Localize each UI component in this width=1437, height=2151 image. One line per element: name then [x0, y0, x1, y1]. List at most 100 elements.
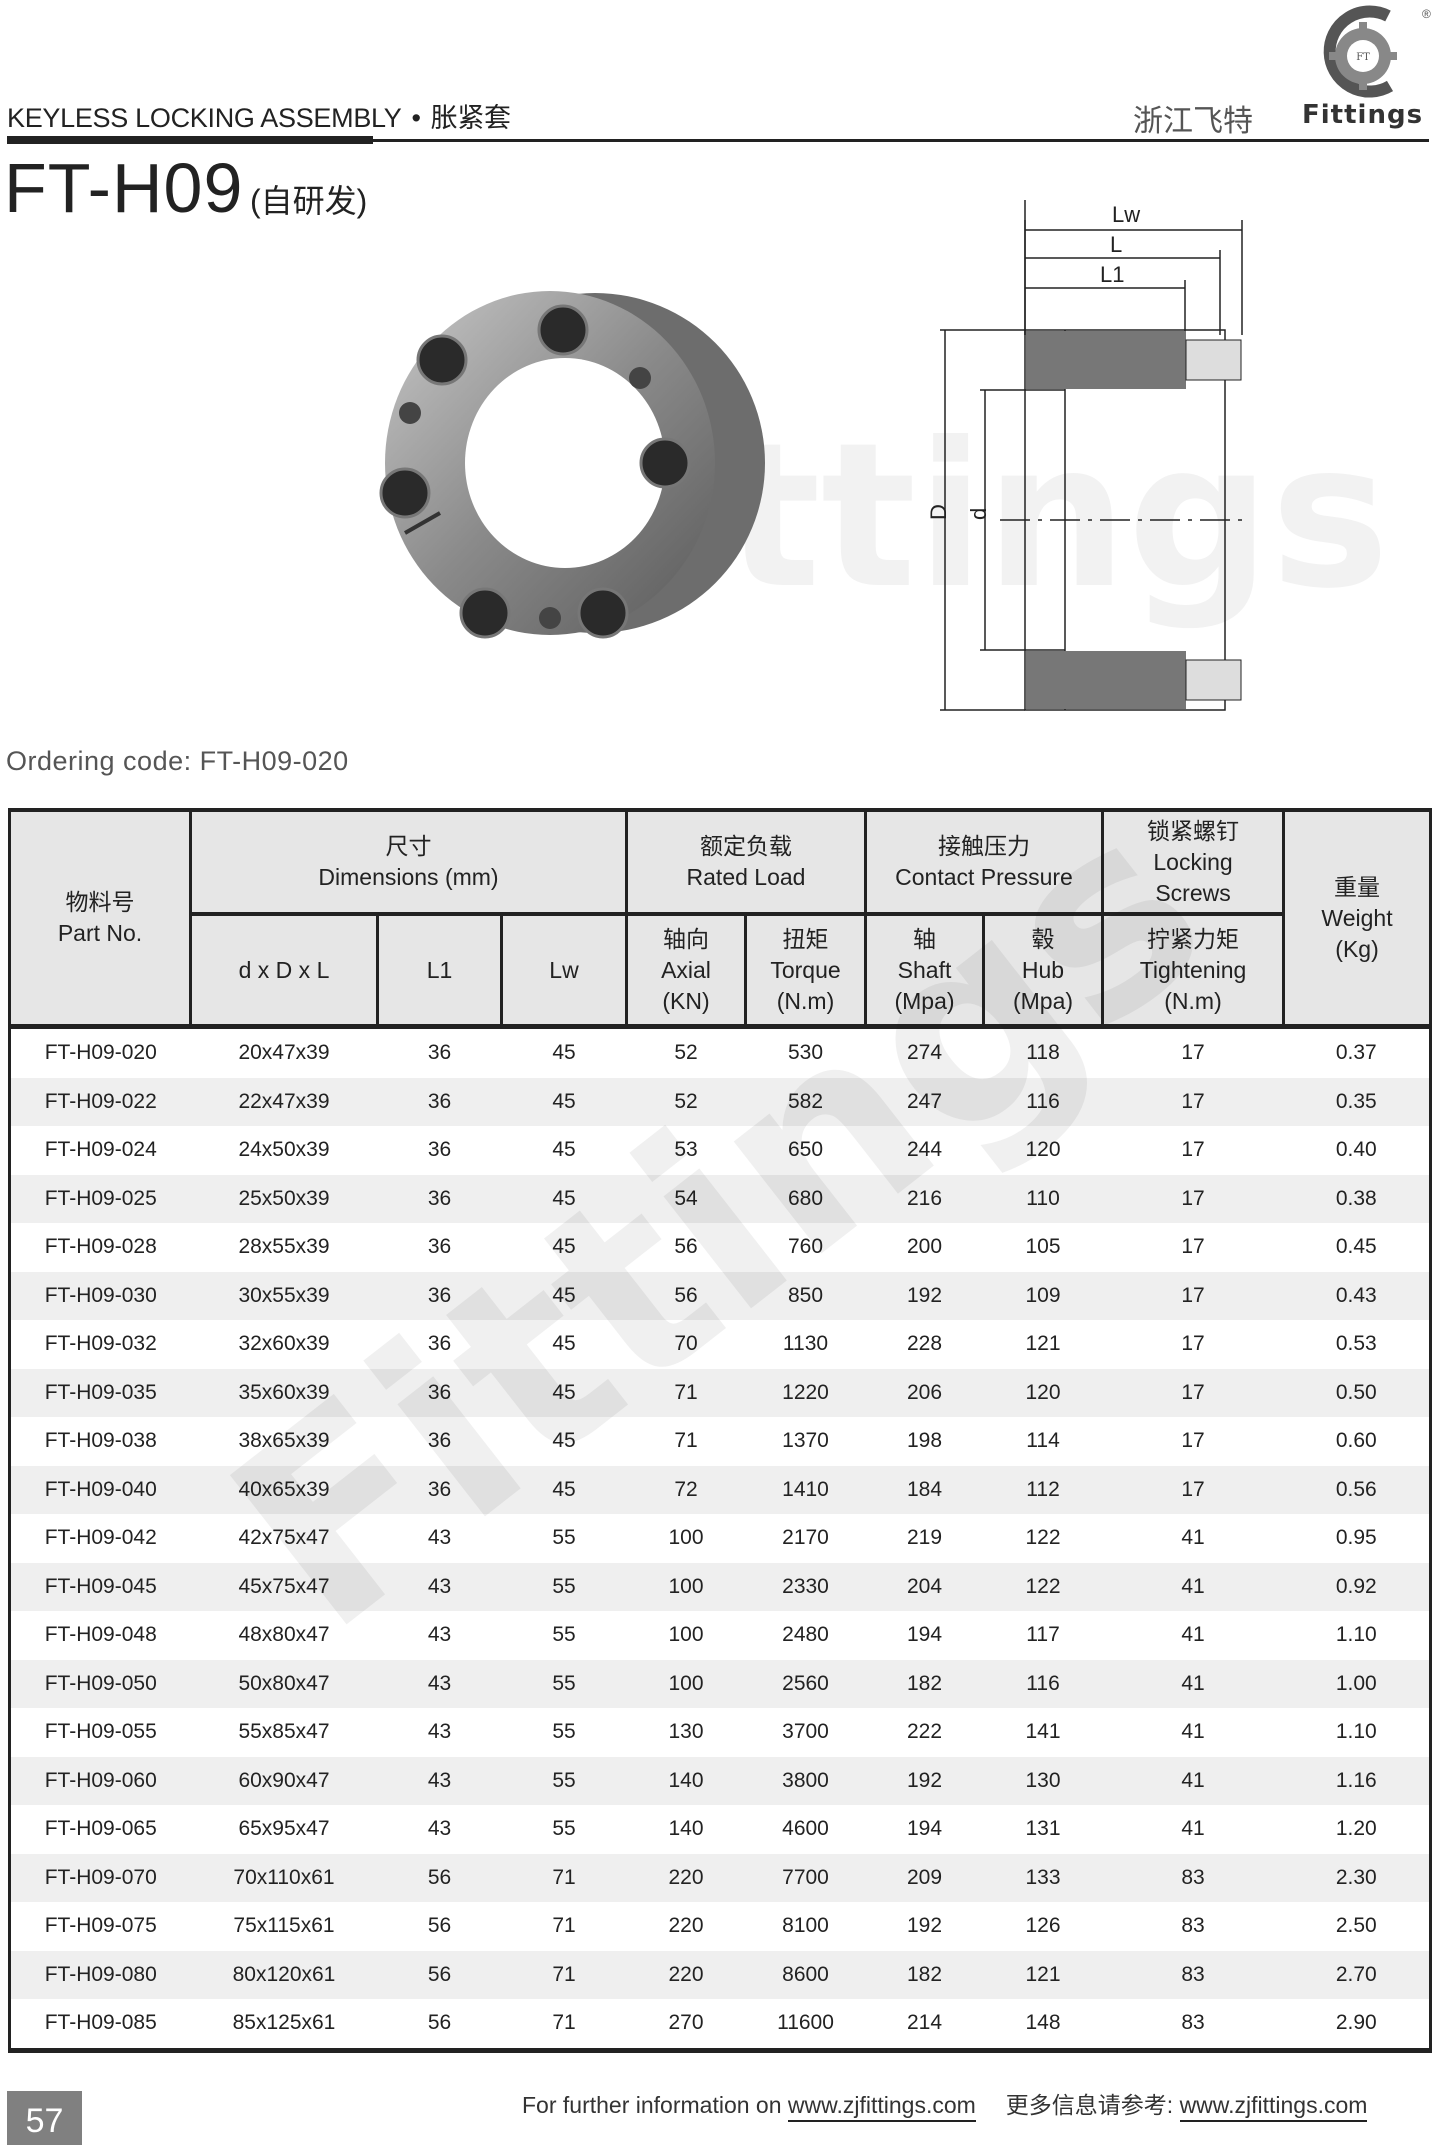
cell-weight: 1.10	[1335, 1720, 1377, 1744]
cell-dxDxL: 35x60x39	[190, 1368, 378, 1417]
cell-dxDxL: 60x90x47	[190, 1756, 378, 1805]
table-row: FT-H09-040 40x65x39 36 45 72 1410 184 112 17 0.56	[9, 1465, 1431, 1514]
cell-dxDxL: 32x60x39	[238, 1332, 330, 1356]
cell-lw: 55	[552, 1720, 576, 1744]
label-lw: Lw	[1112, 202, 1140, 227]
cell-tightening: 17	[1181, 1235, 1205, 1259]
header-l1: L1	[377, 914, 503, 1027]
category-en: KEYLESS LOCKING ASSEMBLY	[7, 103, 402, 133]
cell-axial: 220	[626, 1853, 746, 1902]
cell-lw: 45	[552, 1235, 576, 1259]
cell-hub: 120	[1025, 1138, 1061, 1162]
cell-hub: 148	[1025, 2011, 1061, 2035]
cell-lw: 71	[501, 1950, 627, 1999]
cell-part-no: FT-H09-020	[44, 1041, 157, 1065]
cell-dxDxL: 85x125x61	[232, 2011, 336, 2035]
category-cn: 胀紧套	[430, 103, 511, 133]
spec-table: 物料号 Part No. 尺寸 Dimensions (mm) 额定负载 Rated …	[8, 808, 1433, 2053]
product-title: FT-H09	[4, 149, 244, 227]
header-axial: 轴向 Axial (KN)	[626, 914, 747, 1027]
cell-dxDxL: 38x65x39	[238, 1429, 330, 1453]
cell-part-no: FT-H09-042	[44, 1526, 157, 1550]
cell-dxDxL: 28x55x39	[238, 1235, 330, 1259]
cell-lw: 45	[501, 1077, 627, 1126]
cell-hub: 141	[1025, 1720, 1061, 1744]
header-shaft: 轴 Shaft (Mpa)	[865, 914, 985, 1027]
table-row: FT-H09-080 80x120x61 56 71 220 8600 182 121 83 2.…	[9, 1950, 1431, 1999]
cell-l1: 36	[427, 1235, 452, 1259]
header-rated-load: 额定负载 Rated Load	[626, 810, 867, 916]
cell-axial: 56	[626, 1271, 746, 1320]
table-row: FT-H09-032 32x60x39 36 45 70 1130 228 121 17 0.53	[10, 1320, 1431, 1369]
registered-mark: ®	[1422, 7, 1431, 21]
cell-axial: 130	[668, 1720, 704, 1744]
cell-shaft: 184	[865, 1465, 984, 1514]
header-contact-pressure: 接触压力 Contact Pressure	[865, 810, 1105, 916]
cell-dxDxL: 22x47x39	[190, 1077, 378, 1126]
website-link[interactable]: www.zjfittings.com	[787, 2092, 976, 2122]
cell-l1: 43	[427, 1817, 452, 1841]
cell-torque: 7700	[745, 1853, 866, 1902]
cell-dxDxL: 30x55x39	[190, 1271, 378, 1320]
website-link-cn[interactable]: www.zjfittings.com	[1179, 2092, 1368, 2122]
cell-part-no: FT-H09-055	[44, 1720, 157, 1744]
cell-torque: 760	[787, 1235, 824, 1259]
cell-dxDxL: 42x75x47	[238, 1526, 330, 1550]
cell-hub: 118	[1026, 1041, 1060, 1065]
cell-torque: 582	[745, 1077, 866, 1126]
cell-part-no: FT-H09-080	[9, 1950, 191, 1999]
fittings-logo-icon: FT ®	[1323, 5, 1431, 98]
cell-shaft: 206	[865, 1368, 984, 1417]
cell-axial: 71	[674, 1429, 698, 1453]
cell-weight: 1.20	[1335, 1817, 1377, 1841]
cell-shaft: 192	[865, 1271, 984, 1320]
table-row: FT-H09-024 24x50x39 36 45 53 650 244 120 17 0.40	[10, 1126, 1431, 1175]
cell-axial: 220	[668, 1914, 704, 1938]
table-row: FT-H09-030 30x55x39 36 45 56 850 192 109 17 0.43	[9, 1271, 1431, 1320]
cell-torque: 8100	[782, 1914, 829, 1938]
cell-hub: 122	[983, 1562, 1103, 1611]
cell-weight: 0.50	[1283, 1368, 1431, 1417]
header-weight: 重量 Weight (Kg)	[1283, 810, 1431, 1029]
table-row: FT-H09-022 22x47x39 36 45 52 582 247 116 17 0.35	[9, 1077, 1431, 1126]
cell-weight: 0.45	[1335, 1235, 1377, 1259]
cell-axial: 100	[668, 1623, 704, 1647]
cell-part-no: FT-H09-038	[44, 1429, 157, 1453]
cell-weight: 0.35	[1283, 1077, 1431, 1126]
cell-tightening: 17	[1102, 1368, 1284, 1417]
cell-part-no: FT-H09-024	[44, 1138, 157, 1162]
cell-dxDxL: 25x50x39	[190, 1174, 378, 1223]
cell-shaft: 228	[906, 1332, 943, 1356]
cell-weight: 0.38	[1283, 1174, 1431, 1223]
cell-axial: 72	[626, 1465, 746, 1514]
table-body: FT-H09-020 20x47x39 36 45 52 530 274 118 17 0.37 F…	[9, 1027, 1431, 2051]
cell-tightening: 17	[1102, 1174, 1284, 1223]
label-l1: L1	[1100, 262, 1124, 287]
cell-l1: 56	[377, 1853, 502, 1902]
cell-hub: 130	[983, 1756, 1103, 1805]
cell-tightening: 41	[1181, 1720, 1205, 1744]
company-name: 浙江飞特	[1133, 105, 1253, 138]
cell-shaft: 222	[906, 1720, 943, 1744]
cell-axial: 54	[626, 1174, 746, 1223]
cell-torque: 530	[787, 1041, 824, 1065]
cell-part-no: FT-H09-040	[9, 1465, 191, 1514]
cell-torque: 2330	[745, 1562, 866, 1611]
cell-axial: 140	[668, 1817, 704, 1841]
cell-hub: 114	[1026, 1429, 1060, 1453]
cell-part-no: FT-H09-060	[9, 1756, 191, 1805]
cell-tightening: 83	[1102, 1853, 1284, 1902]
cell-shaft: 198	[906, 1429, 943, 1453]
cell-weight: 2.50	[1335, 1914, 1377, 1938]
cell-hub: 120	[983, 1368, 1103, 1417]
header-dimensions: 尺寸 Dimensions (mm)	[190, 810, 628, 916]
table-row: FT-H09-045 45x75x47 43 55 100 2330 204 122 41 0.9…	[9, 1562, 1431, 1611]
cell-l1: 43	[377, 1659, 502, 1708]
cell-lw: 45	[501, 1465, 627, 1514]
cell-torque: 650	[787, 1138, 824, 1162]
cell-lw: 45	[552, 1332, 576, 1356]
cell-lw: 55	[552, 1817, 576, 1841]
cell-weight: 0.56	[1283, 1465, 1431, 1514]
header-rule-accent	[7, 136, 373, 144]
cell-lw: 45	[501, 1271, 627, 1320]
